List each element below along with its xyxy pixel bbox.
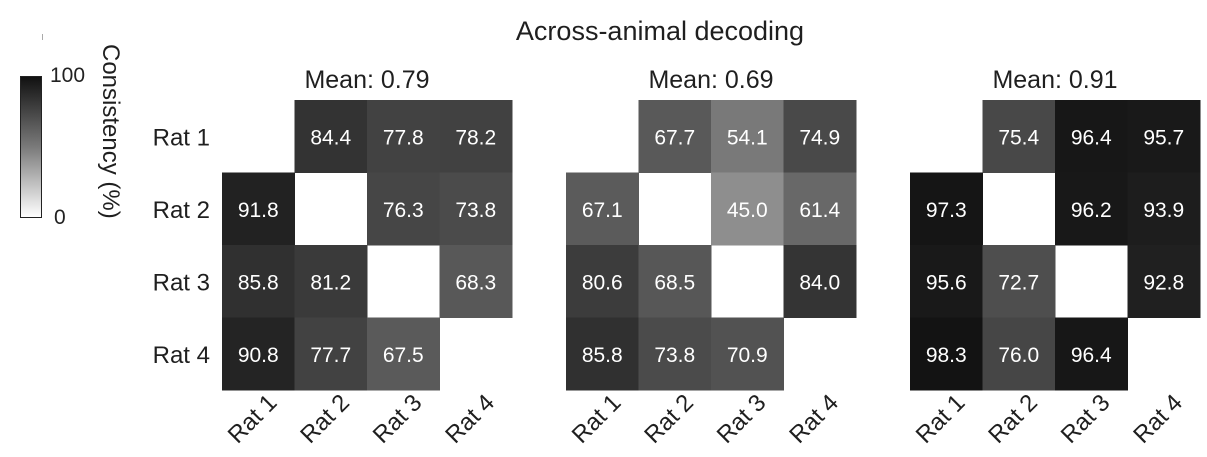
heatmap-cell (910, 245, 983, 318)
heatmap-cell (1127, 245, 1201, 318)
heatmap-cell (294, 317, 368, 391)
heatmap-cell (367, 100, 440, 173)
cell-value-label: 67.5 (383, 344, 424, 367)
cell-value-label: 70.9 (727, 344, 768, 367)
heatmap-cell (711, 172, 784, 246)
column-label: Rat 3 (368, 389, 428, 449)
cell-value-label: 96.2 (1071, 199, 1112, 222)
cell-value-label: 76.0 (998, 344, 1039, 367)
heatmap-cell (222, 172, 295, 246)
cell-value-label: 73.8 (455, 199, 496, 222)
cell-value-label: 45.0 (727, 199, 768, 222)
column-label: Rat 2 (295, 389, 355, 449)
cell-value-label: 72.7 (998, 271, 1039, 294)
panel-subtitle: Mean: 0.79 (304, 66, 429, 94)
heatmap-cell (638, 100, 712, 173)
column-label: Rat 1 (223, 389, 283, 449)
row-label: Rat 2 (153, 197, 210, 224)
cell-value-label: 96.4 (1071, 126, 1112, 149)
heatmap-cell (367, 172, 440, 246)
column-label: Rat 4 (784, 389, 844, 449)
heatmap-cell (222, 317, 295, 391)
heatmap-cell (566, 245, 639, 318)
cell-value-label: 78.2 (455, 126, 496, 149)
cell-value-label: 92.8 (1143, 271, 1184, 294)
column-label: Rat 1 (567, 389, 627, 449)
heatmap-cell (638, 245, 712, 318)
column-label: Rat 2 (639, 389, 699, 449)
heatmap-cell (1127, 100, 1201, 173)
cell-value-label: 81.2 (310, 271, 351, 294)
row-label: Rat 1 (153, 124, 210, 151)
column-label: Rat 3 (1056, 389, 1116, 449)
heatmap-cell (982, 245, 1056, 318)
cell-value-label: 76.3 (383, 199, 424, 222)
cell-value-label: 77.8 (383, 126, 424, 149)
heatmap-cell (439, 172, 513, 246)
heatmap-cell (638, 317, 712, 391)
figure-title: Across-animal decoding (515, 16, 805, 46)
cell-value-label: 91.8 (238, 199, 279, 222)
cell-value-label: 67.7 (654, 126, 695, 149)
heatmap-cell (294, 100, 368, 173)
column-label: Rat 4 (440, 389, 500, 449)
heatmap-cell (910, 172, 983, 246)
heatmap-cell (1127, 172, 1201, 246)
heatmap-cell (294, 245, 368, 318)
heatmap-cell (783, 172, 857, 246)
tick-mark (42, 34, 43, 40)
cell-value-label: 68.5 (654, 271, 695, 294)
cell-value-label: 95.6 (926, 271, 967, 294)
row-label: Rat 3 (153, 269, 210, 296)
heatmap-cell (1055, 317, 1128, 391)
cell-value-label: 67.1 (582, 199, 623, 222)
cell-value-label: 84.4 (310, 126, 351, 149)
cell-value-label: 54.1 (727, 126, 768, 149)
colorbar (20, 76, 42, 218)
column-label: Rat 2 (983, 389, 1043, 449)
heatmap-cell (367, 317, 440, 391)
colorbar-min-label: 0 (54, 206, 66, 229)
cell-value-label: 77.7 (310, 344, 351, 367)
cell-value-label: 93.9 (1143, 199, 1184, 222)
cell-value-label: 68.3 (455, 271, 496, 294)
heatmap-cell (783, 100, 857, 173)
heatmap-cell (982, 100, 1056, 173)
heatmap-cell (566, 317, 639, 391)
heatmap-cell (711, 100, 784, 173)
heatmap-cell (1055, 100, 1128, 173)
cell-value-label: 96.4 (1071, 344, 1112, 367)
cell-value-label: 85.8 (238, 271, 279, 294)
row-label: Rat 4 (153, 342, 210, 369)
cell-value-label: 97.3 (926, 199, 967, 222)
colorbar-max-label: 100 (50, 64, 86, 87)
heatmap-cell (566, 172, 639, 246)
heatmap-cell (711, 317, 784, 391)
column-label: Rat 1 (911, 389, 971, 449)
cell-value-label: 84.0 (799, 271, 840, 294)
cell-value-label: 85.8 (582, 344, 623, 367)
panel-subtitle: Mean: 0.91 (992, 66, 1117, 94)
cell-value-label: 74.9 (799, 126, 840, 149)
column-label: Rat 3 (712, 389, 772, 449)
column-label: Rat 4 (1128, 389, 1188, 449)
cell-value-label: 73.8 (654, 344, 695, 367)
cell-value-label: 75.4 (998, 126, 1039, 149)
heatmap-cell (222, 245, 295, 318)
cell-value-label: 98.3 (926, 344, 967, 367)
heatmap-cell (982, 317, 1056, 391)
cell-value-label: 90.8 (238, 344, 279, 367)
heatmap-cell (783, 245, 857, 318)
cell-value-label: 61.4 (799, 199, 840, 222)
heatmap-cell (910, 317, 983, 391)
heatmap-cell (1055, 172, 1128, 246)
cell-value-label: 80.6 (582, 271, 623, 294)
panel-subtitle: Mean: 0.69 (648, 66, 773, 94)
heatmap-cell (439, 100, 513, 173)
cell-value-label: 95.7 (1143, 126, 1184, 149)
heatmap-cell (439, 245, 513, 318)
